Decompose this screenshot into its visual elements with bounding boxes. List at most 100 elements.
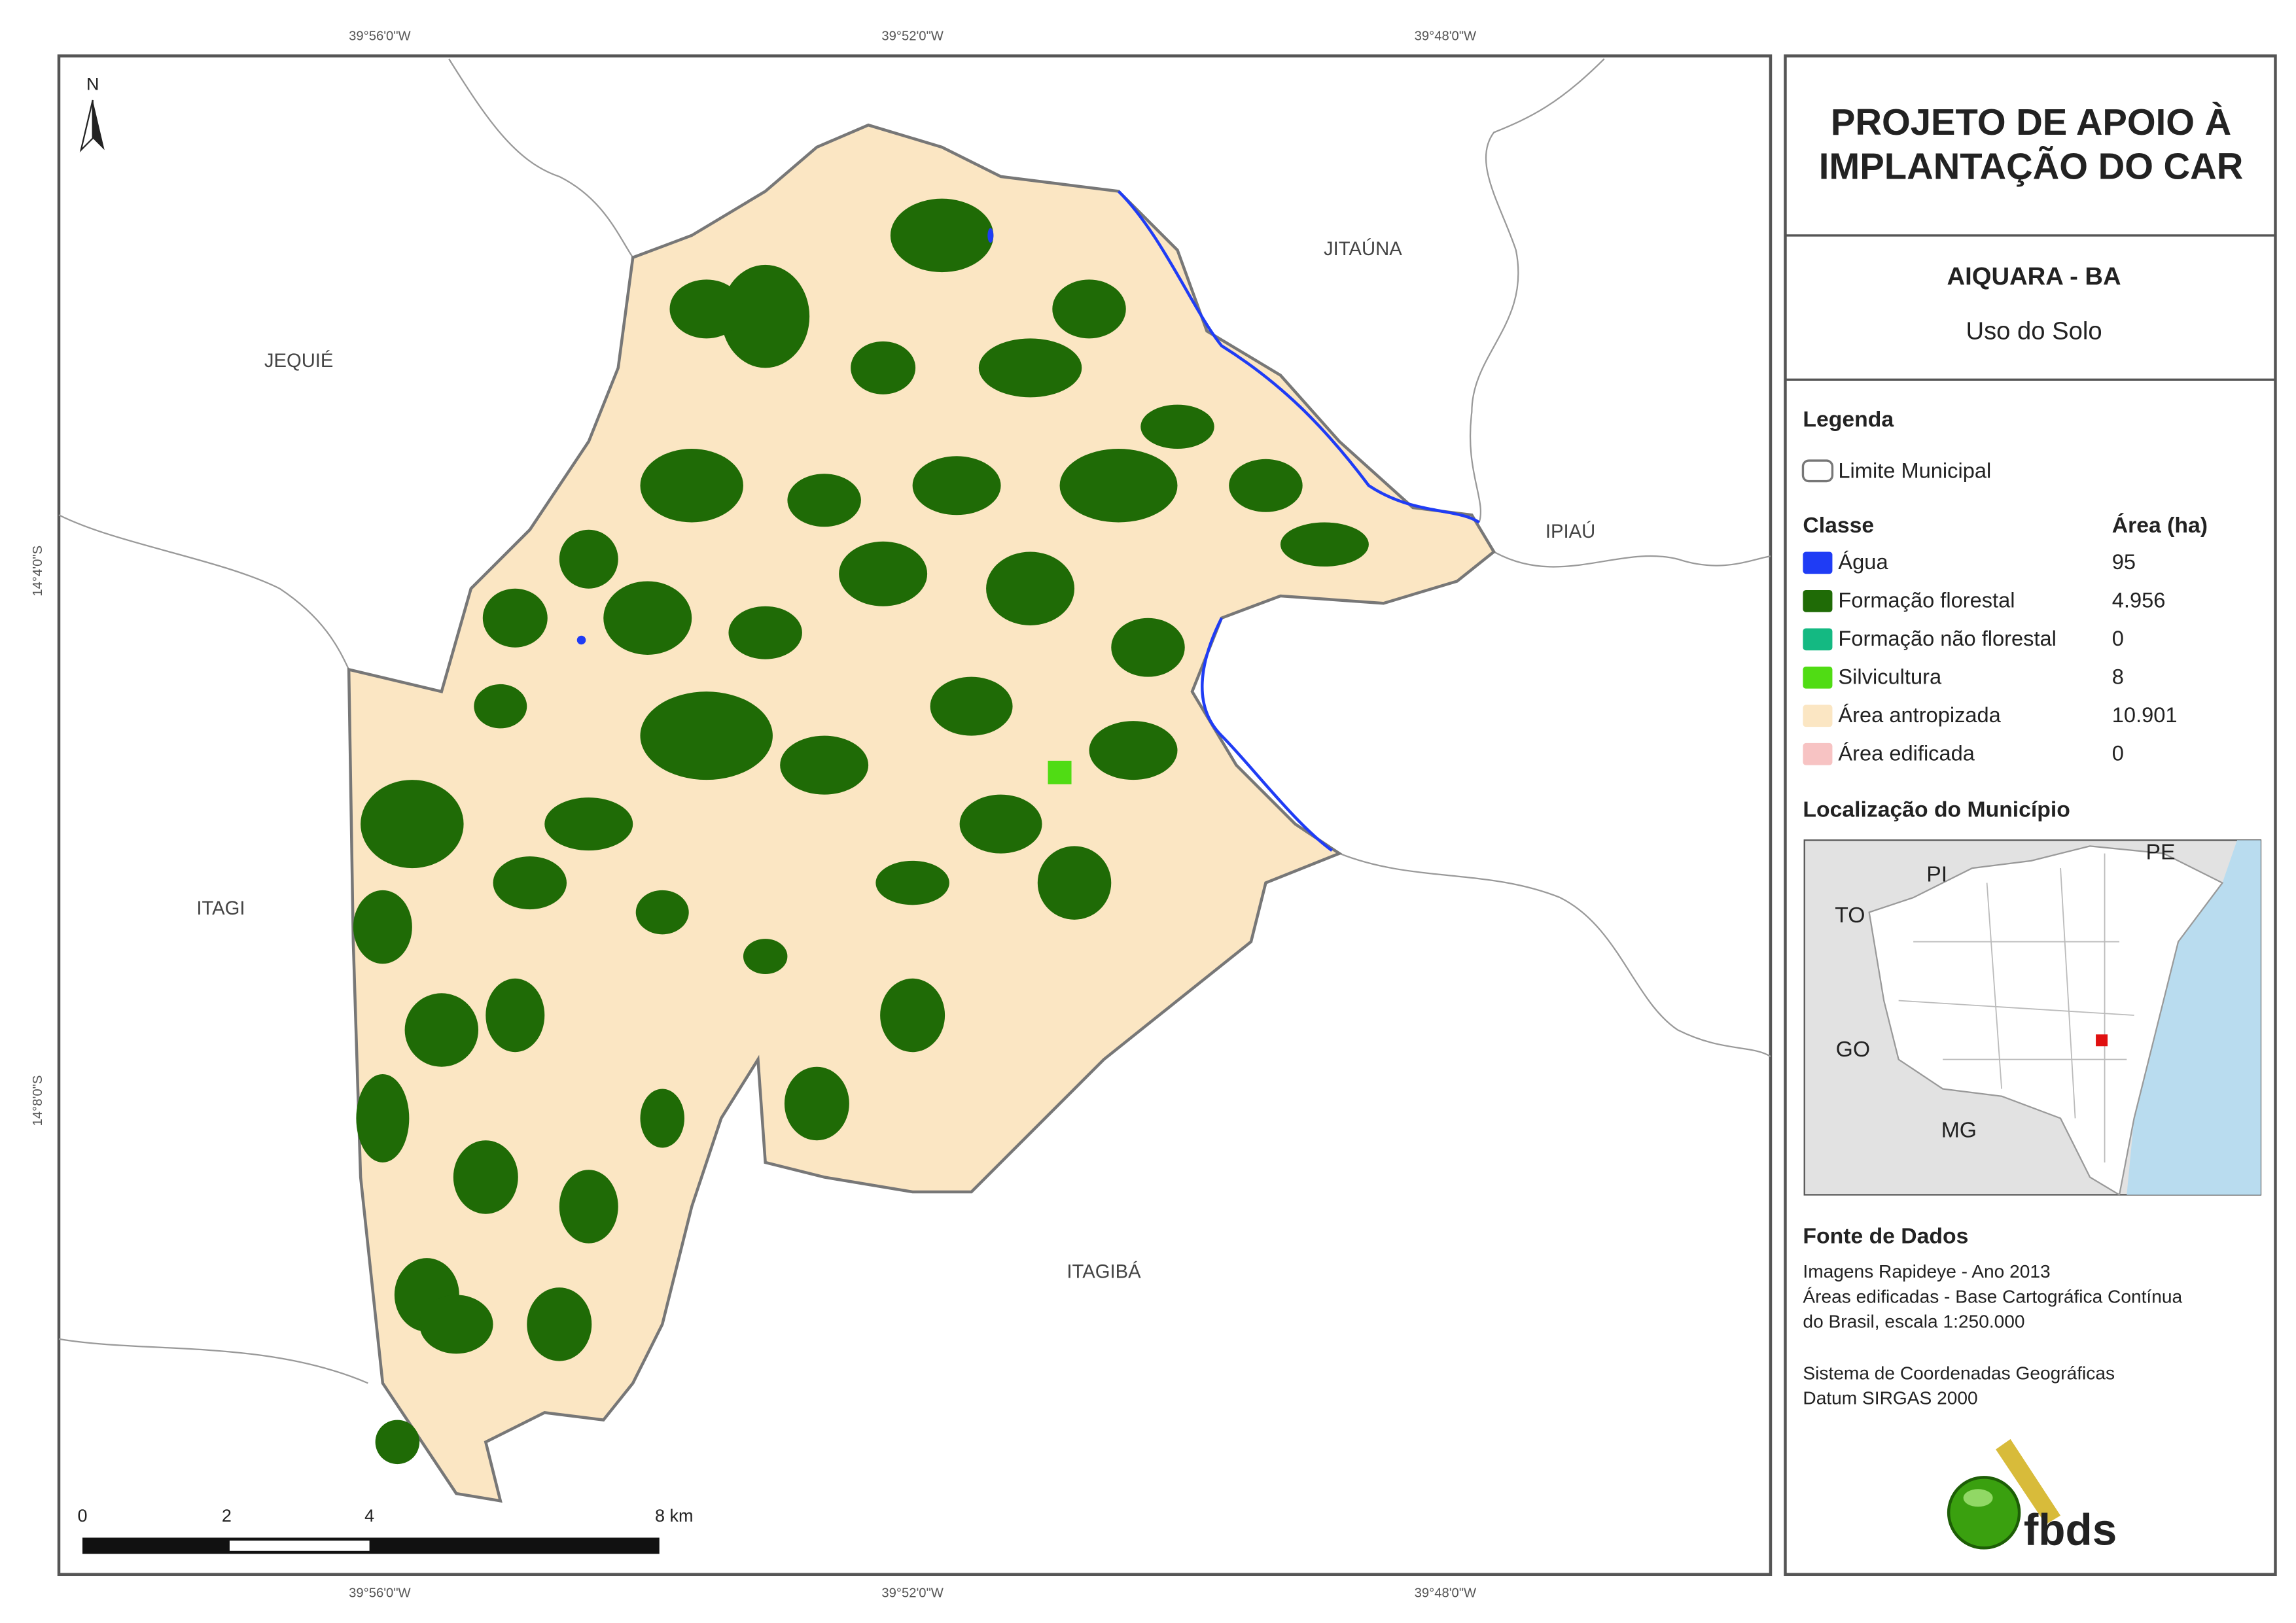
bahia-state: [1868, 845, 2224, 1196]
forest-patch: [721, 264, 810, 368]
north-label: N: [86, 75, 99, 94]
logo-highlight: [1963, 1489, 1993, 1507]
title: PROJETO DE APOIO À: [1831, 101, 2231, 143]
forest-patch: [635, 890, 689, 935]
forest-patch: [978, 338, 1082, 398]
scale-bar: [82, 1537, 660, 1554]
neighbor-name: JITAÚNA: [1324, 238, 1402, 260]
forest-patch: [482, 588, 548, 648]
class-header: Classe: [1803, 513, 1874, 538]
water-body: [576, 635, 586, 645]
forest-patch: [404, 993, 479, 1067]
legend-swatch: [1803, 705, 1833, 727]
legend-area: 4.956: [2112, 588, 2166, 612]
forest-patch: [1229, 459, 1303, 512]
forest-patch: [361, 780, 464, 869]
forest-patch: [1052, 279, 1126, 339]
forest-patch: [890, 198, 994, 273]
forest-patch: [640, 449, 743, 523]
forest-patch: [559, 1170, 618, 1244]
coordinate-label: 39°52'0"W: [881, 1586, 944, 1600]
forest-patch: [1059, 449, 1178, 523]
legend-swatch: [1803, 551, 1833, 574]
forest-patch: [1037, 846, 1112, 920]
forest-patch: [875, 860, 949, 905]
state-label: MG: [1941, 1118, 1977, 1143]
forest-patch: [880, 978, 945, 1053]
legend-label: Silvicultura: [1838, 665, 1942, 689]
title: IMPLANTAÇÃO DO CAR: [1819, 146, 2244, 187]
legend-area: 8: [2112, 665, 2124, 689]
boundary-line: [448, 58, 634, 258]
legend-label: Formação florestal: [1838, 588, 2015, 612]
legend-label: Limite Municipal: [1838, 459, 1991, 483]
forest-patch: [356, 1074, 410, 1162]
forest-patch: [986, 551, 1075, 625]
water-body: [987, 228, 994, 243]
forest-patch: [787, 474, 861, 527]
source-line: Datum SIRGAS 2000: [1803, 1388, 1977, 1408]
logo-bar: [1996, 1439, 2061, 1525]
municipality-area: [347, 123, 1496, 1503]
legend-swatch: [1803, 666, 1833, 689]
subtitle: Uso do Solo: [1966, 317, 2102, 345]
source-line: Áreas edificadas - Base Cartográfica Con…: [1803, 1286, 2182, 1306]
coordinate-label: 39°52'0"W: [881, 29, 944, 44]
legend-label: Área edificada: [1838, 741, 1975, 765]
scale-label: 2: [222, 1506, 232, 1526]
boundary-line: [1339, 852, 1771, 1057]
legend-area: 10.901: [2112, 703, 2178, 727]
north-arrow: [92, 99, 105, 150]
logo-text: fbds: [2024, 1506, 2117, 1555]
sources-heading: Fonte de Dados: [1803, 1224, 1968, 1249]
forest-patch: [959, 794, 1042, 854]
forest-patch: [1089, 721, 1178, 780]
forest-patch: [375, 1420, 420, 1465]
neighbor-name: ITAGI: [196, 898, 245, 919]
forest-patch: [728, 606, 802, 659]
legend-area: 0: [2112, 741, 2124, 765]
municipality-name: AIQUARA - BA: [1947, 262, 2121, 290]
forest-patch: [559, 529, 618, 589]
logo: fbds: [1947, 1439, 2117, 1555]
coordinate-label: 39°48'0"W: [1415, 29, 1477, 44]
river: [1117, 190, 1480, 852]
source-line: Imagens Rapideye - Ano 2013: [1803, 1261, 2050, 1282]
scale-label: 0: [77, 1506, 87, 1526]
state-label: PI: [1926, 862, 1947, 886]
legend-area: 95: [2112, 550, 2136, 574]
ocean: [2127, 840, 2261, 1195]
forest-patch: [930, 676, 1013, 736]
source-line: do Brasil, escala 1:250.000: [1803, 1312, 2024, 1332]
location-marker: [2096, 1034, 2108, 1047]
forest-patch: [784, 1066, 849, 1141]
forest-patch: [912, 456, 1001, 515]
forest-patch: [493, 856, 567, 910]
municipal-boundaries: [1898, 853, 2134, 1162]
location-heading: Localização do Município: [1803, 797, 2070, 822]
legend-swatch: [1803, 628, 1833, 651]
scale-label: 8 km: [655, 1506, 693, 1526]
scale-bar-segment: [229, 1541, 370, 1551]
location-inset: PI PE TO GO MG: [1803, 839, 2262, 1196]
coordinate-label: 39°56'0"W: [349, 1586, 411, 1600]
forest-patch: [544, 797, 633, 851]
silviculture-patch: [1048, 760, 1072, 784]
forest-patch: [486, 978, 545, 1053]
coordinate-label: 39°56'0"W: [349, 29, 411, 44]
forest-patch: [640, 1089, 684, 1148]
boundary-line: [58, 1338, 368, 1384]
forest-patch: [474, 684, 527, 729]
side-panel: [1784, 54, 2277, 1577]
neighbor-boundaries: [58, 58, 1771, 1384]
legend-label: Área antropizada: [1838, 703, 2001, 727]
forest-patch: [851, 341, 916, 394]
area-header: Área (ha): [2112, 513, 2208, 538]
forest-patch: [669, 279, 743, 339]
boundary-line: [58, 514, 350, 670]
forest-patch: [1280, 522, 1369, 567]
source-line: Sistema de Coordenadas Geográficas: [1803, 1363, 2115, 1383]
neighbor-name: JEQUIÉ: [264, 350, 334, 372]
state-label: TO: [1835, 903, 1865, 928]
